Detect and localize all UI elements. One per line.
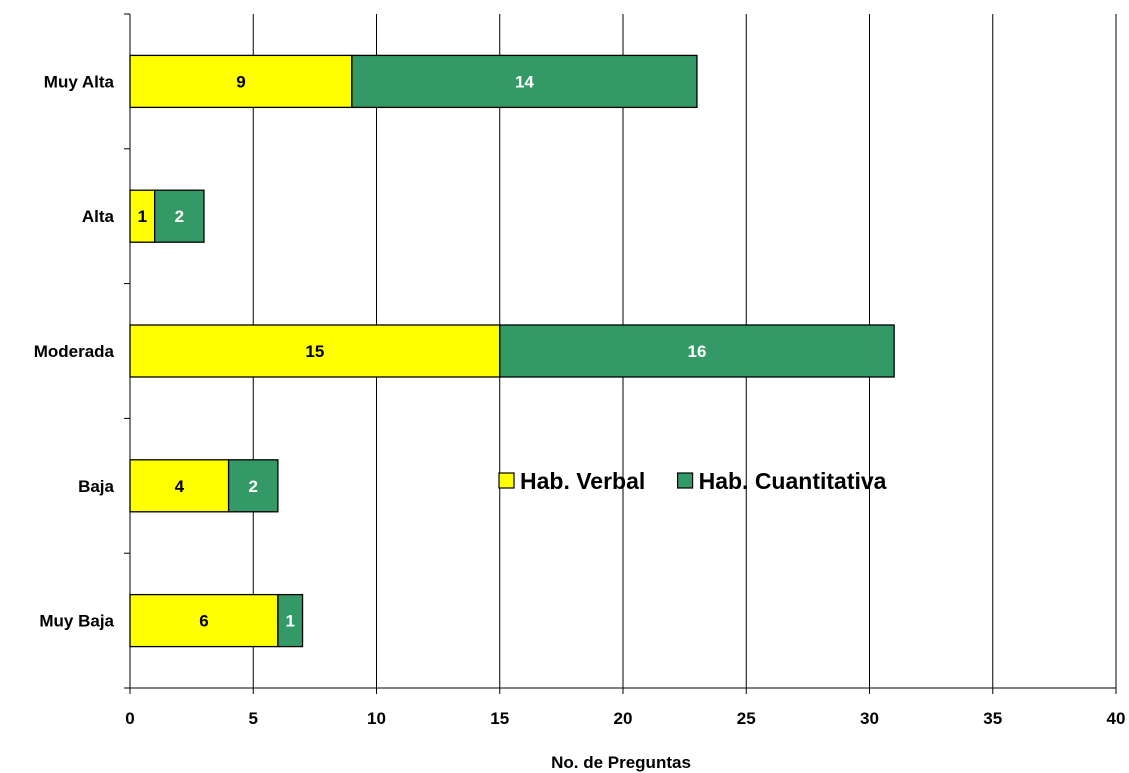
legend-swatch — [676, 472, 694, 489]
bar-segment — [351, 54, 698, 109]
data-label: 1 — [285, 612, 294, 631]
legend-label: Hab. Cuantitativa — [699, 468, 887, 494]
x-tick-label: 25 — [737, 709, 756, 728]
x-tick-labels: 0 5 10 15 20 25 30 35 40 — [125, 709, 1125, 728]
x-tick-label: 20 — [614, 709, 633, 728]
bar-segment — [499, 324, 895, 378]
legend-label: Hab. Verbal — [520, 468, 645, 494]
bar-segment — [129, 189, 156, 243]
x-tick-label: 10 — [367, 709, 386, 728]
category-label: Muy Baja — [39, 612, 114, 631]
category-label: Muy Alta — [44, 72, 115, 91]
y-axis-ticks — [124, 13, 130, 689]
category-label: Moderada — [34, 342, 115, 361]
category-label: Alta — [82, 207, 115, 226]
x-tick-label: 35 — [983, 709, 1002, 728]
x-axis-ticks — [129, 688, 1117, 694]
data-label: 4 — [175, 477, 185, 496]
data-label: 15 — [305, 342, 324, 361]
bar-segment — [129, 54, 353, 109]
data-label: 6 — [199, 612, 208, 631]
x-tick-label: 5 — [249, 709, 258, 728]
bar-segment — [129, 593, 279, 648]
data-label: 2 — [249, 477, 258, 496]
category-label: Baja — [78, 477, 114, 496]
x-tick-label: 15 — [490, 709, 509, 728]
category-labels: Muy Alta Alta Moderada Baja Muy Baja — [34, 72, 115, 630]
x-tick-label: 30 — [860, 709, 879, 728]
legend: Hab. Verbal Hab. Cuantitativa — [498, 468, 887, 494]
bar-segment — [227, 459, 279, 513]
legend-swatch — [498, 472, 515, 489]
data-label: 2 — [175, 207, 184, 226]
data-label: 16 — [687, 342, 706, 361]
data-label: 14 — [515, 72, 534, 91]
bar-segment — [153, 189, 205, 243]
data-label: 1 — [138, 207, 147, 226]
x-tick-label: 40 — [1107, 709, 1126, 728]
x-axis-title: No. de Preguntas — [551, 753, 691, 772]
bars: 9 14 1 2 15 16 4 2 6 1 — [129, 54, 895, 648]
bar-segment — [129, 459, 230, 513]
x-tick-label: 0 — [125, 709, 134, 728]
data-label: 9 — [236, 72, 245, 91]
bar-segment — [277, 593, 304, 648]
